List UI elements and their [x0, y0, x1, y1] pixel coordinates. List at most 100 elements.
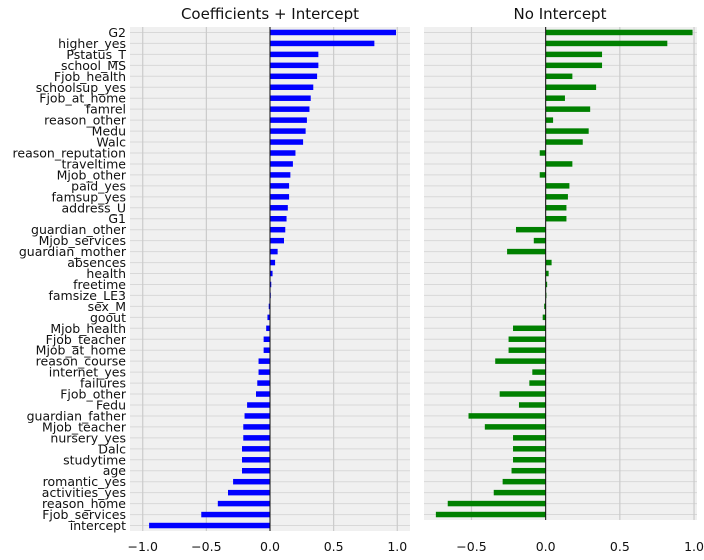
bar-absences — [270, 259, 276, 266]
bar-school-ms — [270, 62, 319, 69]
y-tick-label-guardian-other: guardian_other — [31, 222, 127, 237]
x-tick-label: −0.5 — [191, 539, 221, 554]
y-tick-label-traveltime: traveltime — [61, 156, 126, 171]
y-tick-label-reason-other: reason_other — [44, 113, 127, 128]
x-tick-label: 1.0 — [684, 539, 704, 554]
y-tick-label-goout: goout — [90, 310, 126, 325]
bar-guardian-father — [468, 413, 546, 419]
bar-mjob-services — [270, 237, 284, 244]
y-tick-label-activities-yes: activities_yes — [42, 485, 126, 500]
bar-reason-course — [258, 358, 270, 364]
y-tick-label-mjob-other: Mjob_other — [57, 167, 127, 182]
x-tick-label: 0.5 — [610, 539, 630, 554]
bar-fjob-other — [256, 391, 270, 397]
bar-schoolsup-yes — [270, 84, 314, 90]
y-tick-label-school-ms: school_MS — [61, 58, 126, 73]
bar-reason-other — [545, 117, 554, 123]
y-tick-label-freetime: freetime — [73, 277, 126, 292]
bar-fjob-health — [545, 73, 573, 80]
bar-sex-m — [268, 303, 270, 310]
bar-failures — [257, 380, 270, 386]
bar-fjob-at-home — [545, 95, 565, 101]
bar-mjob-teacher — [243, 424, 270, 430]
bar-mjob-other — [539, 172, 546, 178]
bar-medu — [545, 128, 589, 134]
bar-fjob-teacher — [263, 336, 270, 342]
bar-nursery-yes — [513, 435, 546, 441]
bar-age — [511, 467, 546, 474]
bar-absences — [545, 259, 552, 266]
y-tick-label-reason-home: reason_home — [42, 496, 126, 511]
y-tick-label-fjob-other: Fjob_other — [60, 387, 127, 402]
y-tick-label-higher-yes: higher_yes — [58, 36, 126, 51]
bar-mjob-health — [266, 325, 270, 332]
y-tick-label-medu: Medu — [92, 124, 126, 139]
bar-reason-reputation — [270, 150, 296, 156]
bar-guardian-other — [515, 226, 546, 233]
bar-romantic-yes — [502, 478, 546, 485]
bar-fjob-services — [435, 511, 546, 518]
bar-famsup-yes — [270, 194, 290, 200]
bar-mjob-teacher — [484, 424, 546, 430]
y-tick-label-reason-reputation: reason_reputation — [13, 146, 126, 161]
y-tick-label-intercept: intercept — [70, 518, 126, 533]
y-tick-label-guardian-mother: guardian_mother — [19, 244, 127, 259]
bar-dalc — [513, 446, 546, 452]
bar-g1 — [270, 216, 287, 222]
bar-goout — [267, 314, 270, 321]
y-tick-label-famrel: famrel — [86, 102, 126, 117]
y-tick-label-mjob-health: Mjob_health — [50, 321, 126, 336]
bar-reason-reputation — [539, 150, 546, 156]
bar-higher-yes — [545, 40, 668, 47]
bar-goout — [542, 314, 546, 321]
y-tick-label-studytime: studytime — [63, 452, 126, 467]
y-tick-label-paid-yes: paid_yes — [71, 178, 126, 193]
bar-mjob-health — [513, 325, 546, 332]
y-tick-label-internet-yes: internet_yes — [49, 365, 126, 380]
bar-nursery-yes — [243, 435, 270, 441]
bar-pstatus-t — [545, 51, 603, 58]
bar-freetime — [545, 281, 548, 288]
y-tick-label-schoolsup-yes: schoolsup_yes — [36, 80, 126, 95]
bar-guardian-other — [270, 226, 286, 233]
bar-romantic-yes — [233, 478, 270, 485]
x-tick-label: 0.0 — [260, 539, 280, 554]
x-tick-label: 0.0 — [536, 539, 556, 554]
y-tick-label-fjob-health: Fjob_health — [54, 69, 126, 84]
x-tick-label: −1.0 — [128, 539, 158, 554]
y-tick-label-g2: G2 — [108, 25, 126, 40]
y-tick-label-pstatus-t: Pstatus_T — [66, 47, 126, 62]
bar-fjob-other — [499, 391, 546, 397]
y-tick-label-nursery-yes: nursery_yes — [50, 430, 126, 445]
y-tick-label-mjob-at-home: Mjob_at_home — [36, 343, 127, 358]
x-tick-label: 1.0 — [387, 539, 407, 554]
bar-address-u — [270, 205, 288, 211]
panel-title-no-intercept: No Intercept — [514, 5, 607, 23]
coefficients-intercept-panel: Coefficients + Intercept G2higher_yesPst… — [13, 5, 410, 554]
bar-fjob-at-home — [270, 95, 311, 101]
bar-g2 — [270, 29, 396, 36]
bar-age — [242, 468, 270, 474]
bar-fjob-health — [270, 73, 318, 80]
y-tick-label-fjob-at-home: Fjob_at_home — [39, 91, 126, 106]
y-tick-label-fedu: Fedu — [96, 398, 126, 413]
y-tick-label-guardian-father: guardian_father — [27, 408, 127, 423]
bar-pstatus-t — [270, 51, 319, 58]
y-tick-label-absences: absences — [67, 255, 126, 270]
bar-fjob-services — [201, 511, 270, 518]
bar-internet-yes — [532, 369, 546, 375]
y-tick-label-failures: failures — [80, 376, 126, 391]
no-intercept-panel: No Intercept −0.5 0.0 0.5 1.0 — [424, 5, 704, 554]
bar-mjob-other — [270, 172, 291, 178]
y-tick-label-g1: G1 — [108, 211, 126, 226]
bar-famsup-yes — [545, 194, 568, 200]
bar-activities-yes — [228, 489, 270, 496]
bar-reason-other — [270, 117, 307, 123]
bar-health — [270, 270, 273, 277]
bar-address-u — [545, 205, 567, 211]
bar-medu — [270, 128, 306, 134]
bar-g2 — [545, 29, 693, 36]
y-tick-label-sex-m: sex_M — [88, 299, 126, 314]
bar-fedu — [518, 402, 546, 408]
